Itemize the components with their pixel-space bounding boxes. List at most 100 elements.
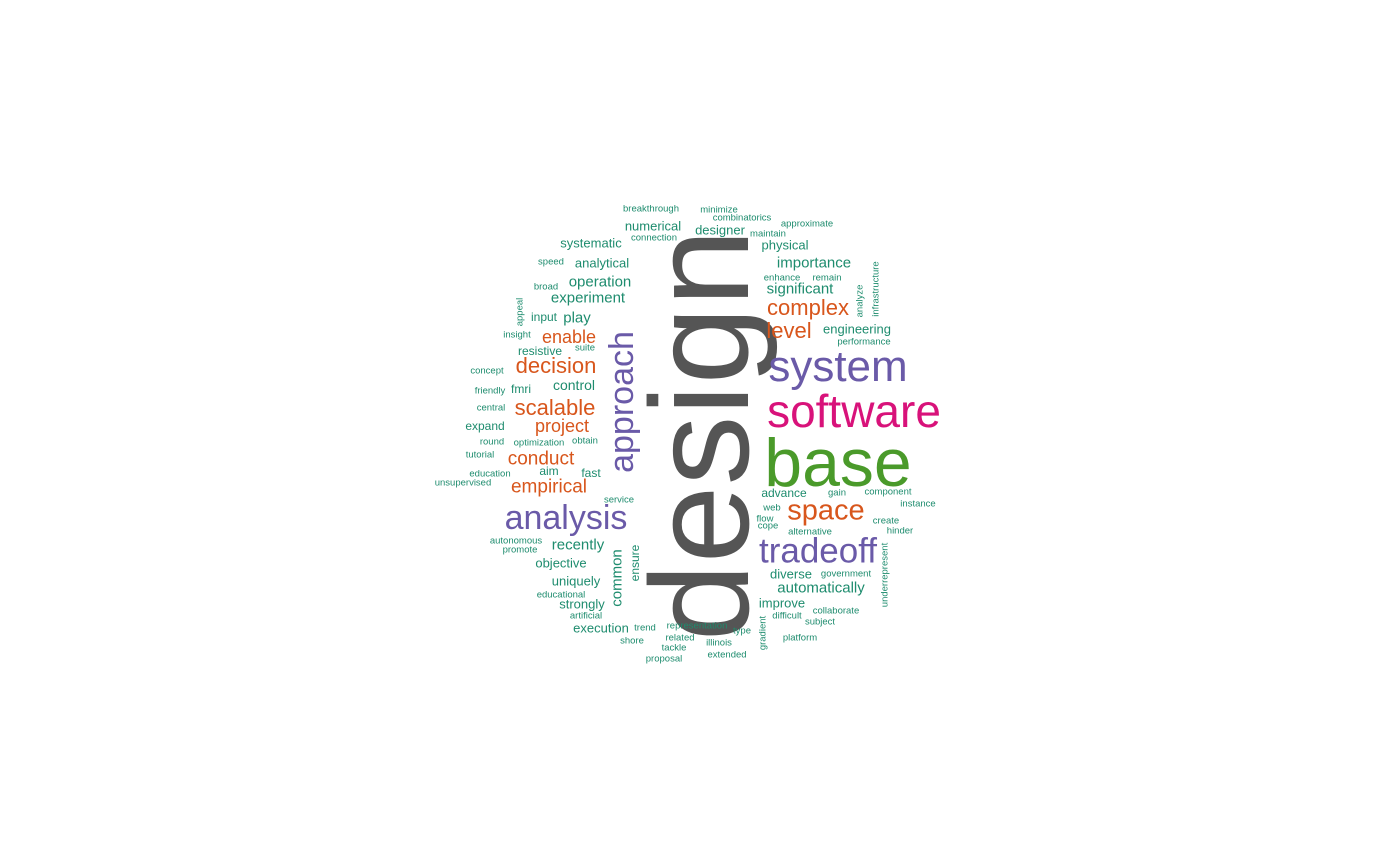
- word-ensure: ensure: [628, 544, 642, 582]
- word-common: common: [608, 549, 626, 607]
- word-proposal: proposal: [645, 653, 683, 665]
- word-operation: operation: [568, 273, 632, 291]
- word-systematic: systematic: [560, 235, 622, 251]
- word-speed: speed: [538, 256, 564, 268]
- word-diverse: diverse: [770, 566, 812, 582]
- word-service: service: [603, 494, 635, 506]
- word-complex: complex: [767, 295, 849, 320]
- word-gradient: gradient: [757, 615, 769, 651]
- word-trend: trend: [634, 622, 656, 634]
- word-fmri: fmri: [511, 382, 531, 396]
- word-improve: improve: [758, 595, 806, 611]
- word-unsupervised: unsupervised: [434, 477, 492, 489]
- word-education: education: [469, 468, 511, 480]
- word-component: component: [864, 486, 912, 498]
- word-resistive: resistive: [517, 344, 563, 358]
- word-promote: promote: [502, 544, 538, 556]
- word-analytical: analytical: [574, 255, 630, 271]
- word-obtain: obtain: [572, 435, 598, 447]
- word-decision: decision: [515, 353, 597, 378]
- word-scalable: scalable: [514, 395, 596, 420]
- word-approximate: approximate: [780, 218, 834, 230]
- word-subject: subject: [804, 616, 836, 628]
- word-underrepresent: underrepresent: [879, 542, 891, 608]
- word-conduct: conduct: [507, 448, 575, 470]
- word-insight: insight: [503, 329, 531, 341]
- word-importance: importance: [776, 254, 852, 272]
- word-control: control: [552, 377, 596, 393]
- word-remain: remain: [812, 272, 842, 284]
- word-related: related: [665, 632, 695, 644]
- word-concept: concept: [470, 365, 504, 377]
- word-collaborate: collaborate: [812, 605, 860, 617]
- word-gain: gain: [828, 487, 846, 499]
- word-enhance: enhance: [763, 272, 801, 284]
- word-level: level: [766, 318, 812, 343]
- word-instance: instance: [900, 498, 936, 510]
- word-input: input: [530, 310, 558, 324]
- word-significant: significant: [766, 280, 834, 298]
- word-optimization: optimization: [513, 437, 565, 449]
- word-analysis: analysis: [504, 499, 628, 537]
- word-uniquely: uniquely: [551, 573, 601, 589]
- word-educational: educational: [536, 589, 586, 601]
- word-expand: expand: [465, 419, 505, 433]
- word-tutorial: tutorial: [465, 449, 495, 461]
- word-create: create: [872, 515, 900, 527]
- word-breakthrough: breakthrough: [623, 203, 679, 215]
- word-extended: extended: [707, 649, 747, 661]
- word-execution: execution: [573, 620, 629, 636]
- word-advance: advance: [761, 486, 807, 500]
- word-approach: approach: [603, 331, 641, 473]
- word-appeal: appeal: [514, 297, 526, 327]
- word-base: base: [764, 425, 912, 501]
- word-numerical: numerical: [624, 218, 682, 234]
- word-central: central: [476, 402, 506, 414]
- word-infrastructure: infrastructure: [870, 261, 882, 317]
- word-web: web: [763, 502, 781, 514]
- word-engineering: engineering: [823, 321, 891, 337]
- word-automatically: automatically: [777, 579, 865, 597]
- word-tradeoff: tradeoff: [758, 531, 878, 571]
- word-shore: shore: [620, 635, 644, 647]
- word-difficult: difficult: [772, 610, 802, 622]
- word-design: design: [621, 228, 778, 642]
- word-aim: aim: [539, 464, 559, 478]
- word-space: space: [787, 494, 865, 527]
- word-fast: fast: [581, 466, 601, 480]
- word-project: project: [534, 416, 590, 436]
- word-suite: suite: [574, 342, 596, 354]
- word-tackle: tackle: [661, 642, 687, 654]
- word-round: round: [479, 436, 505, 448]
- word-objective: objective: [535, 555, 587, 571]
- word-autonomous: autonomous: [489, 535, 543, 547]
- word-artificial: artificial: [569, 610, 603, 622]
- word-software: software: [767, 385, 941, 437]
- word-friendly: friendly: [474, 385, 506, 397]
- word-enable: enable: [541, 327, 597, 347]
- word-cope: cope: [757, 520, 779, 532]
- word-representation: representation: [666, 620, 728, 632]
- word-maintain: maintain: [750, 228, 786, 240]
- word-combinatorics: combinatorics: [712, 212, 772, 224]
- word-broad: broad: [533, 281, 559, 293]
- word-illinois: illinois: [706, 637, 732, 649]
- word-experiment: experiment: [550, 289, 626, 307]
- word-analyze: analyze: [854, 284, 866, 318]
- word-play: play: [563, 309, 591, 327]
- word-system: system: [768, 342, 908, 391]
- word-minimize: minimize: [700, 204, 738, 216]
- word-physical: physical: [761, 237, 809, 253]
- word-alternative: alternative: [788, 526, 832, 538]
- word-performance: performance: [837, 336, 891, 348]
- word-strongly: strongly: [559, 596, 605, 612]
- word-designer: designer: [695, 222, 745, 238]
- word-recently: recently: [551, 536, 605, 554]
- word-government: government: [820, 568, 872, 580]
- word-hinder: hinder: [886, 525, 914, 537]
- word-type: type: [733, 625, 751, 637]
- word-connection: connection: [631, 232, 677, 244]
- word-platform: platform: [782, 632, 818, 644]
- word-flow: flow: [756, 513, 774, 525]
